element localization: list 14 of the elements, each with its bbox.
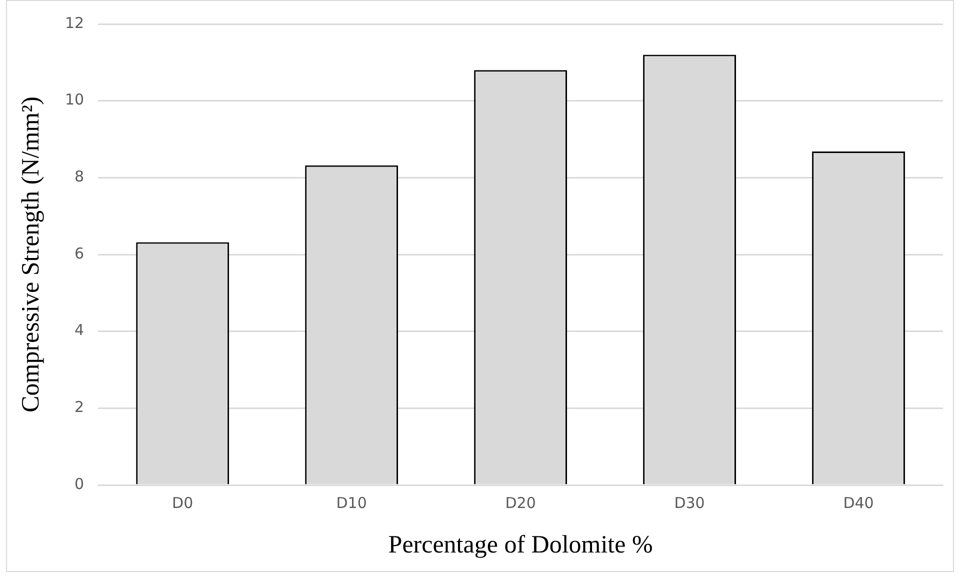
- x-tick-label: D20: [505, 494, 536, 512]
- y-tick-label: 0: [74, 474, 84, 493]
- y-tick-label: 6: [74, 244, 84, 262]
- y-tick-label: 12: [64, 14, 84, 32]
- y-tick-label: 8: [74, 168, 84, 186]
- x-tick-label: D30: [674, 494, 705, 512]
- x-tick-label: D10: [336, 494, 367, 512]
- y-tick-label: 10: [64, 90, 84, 109]
- x-axis-title: Percentage of Dolomite %: [388, 532, 653, 559]
- y-tick-label: 2: [74, 398, 84, 416]
- y-tick-label: 4: [74, 321, 84, 340]
- y-axis-title: Compressive Strength (N/mm²): [18, 96, 45, 412]
- x-tick-label: D40: [843, 494, 874, 512]
- x-tick-label: D0: [172, 494, 194, 512]
